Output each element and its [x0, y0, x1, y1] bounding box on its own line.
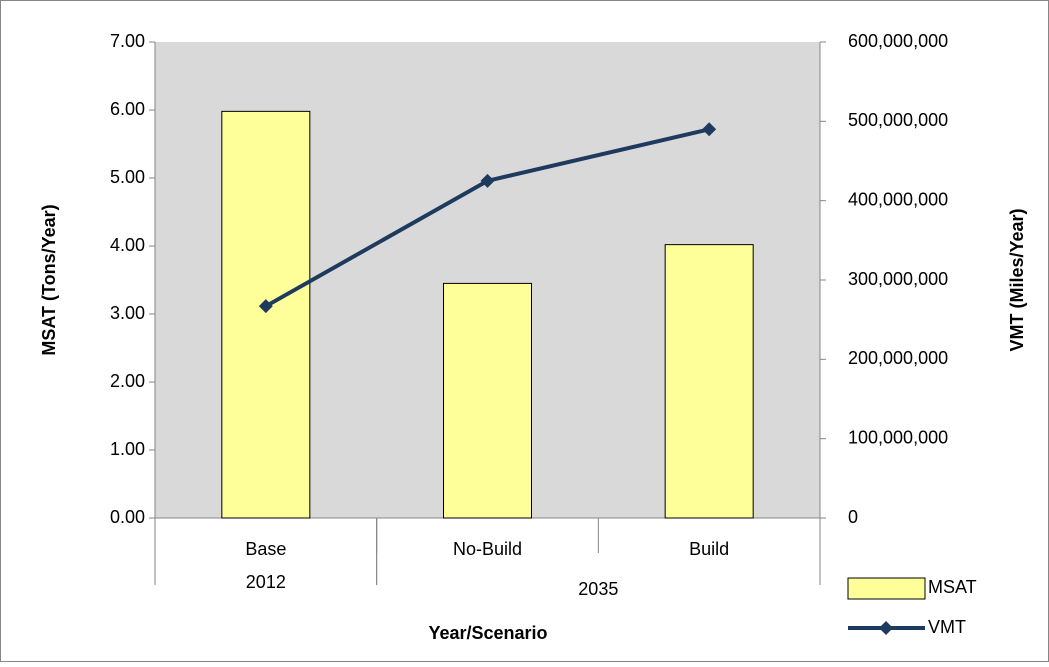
x-tick-label: Base [245, 539, 286, 559]
y-axis-title: MSAT (Tons/Year) [39, 204, 59, 355]
bar [664, 244, 754, 519]
y2-tick-label: 200,000,000 [848, 348, 948, 368]
y-tick-label: 5.00 [110, 167, 145, 187]
y2-axis-title: VMT (Miles/Year) [1007, 208, 1027, 351]
y-tick-label: 3.00 [110, 303, 145, 323]
x-group-label: 2035 [578, 579, 618, 599]
bar [221, 110, 311, 519]
line-marker [258, 299, 273, 314]
y2-tick-label: 100,000,000 [848, 427, 948, 447]
line-marker [702, 122, 717, 137]
y2-tick-label: 400,000,000 [848, 189, 948, 209]
legend-label: MSAT [928, 577, 977, 597]
y-tick-label: 1.00 [110, 439, 145, 459]
y2-tick-label: 300,000,000 [848, 269, 948, 289]
y-tick-label: 7.00 [110, 31, 145, 51]
y-tick-label: 0.00 [110, 507, 145, 527]
x-group-label: 2012 [246, 572, 286, 592]
x-axis-title: Year/Scenario [428, 623, 547, 643]
y2-tick-label: 600,000,000 [848, 31, 948, 51]
y-tick-label: 6.00 [110, 99, 145, 119]
line-marker [480, 173, 495, 188]
x-tick-label: Build [689, 539, 729, 559]
x-tick-label: No-Build [453, 539, 522, 559]
y2-tick-label: 500,000,000 [848, 110, 948, 130]
bar [443, 282, 532, 519]
y-tick-label: 4.00 [110, 235, 145, 255]
legend-swatch [847, 577, 926, 600]
y-tick-label: 2.00 [110, 371, 145, 391]
y2-tick-label: 0 [848, 507, 858, 527]
legend-marker [879, 621, 893, 635]
legend-label: VMT [928, 617, 966, 637]
